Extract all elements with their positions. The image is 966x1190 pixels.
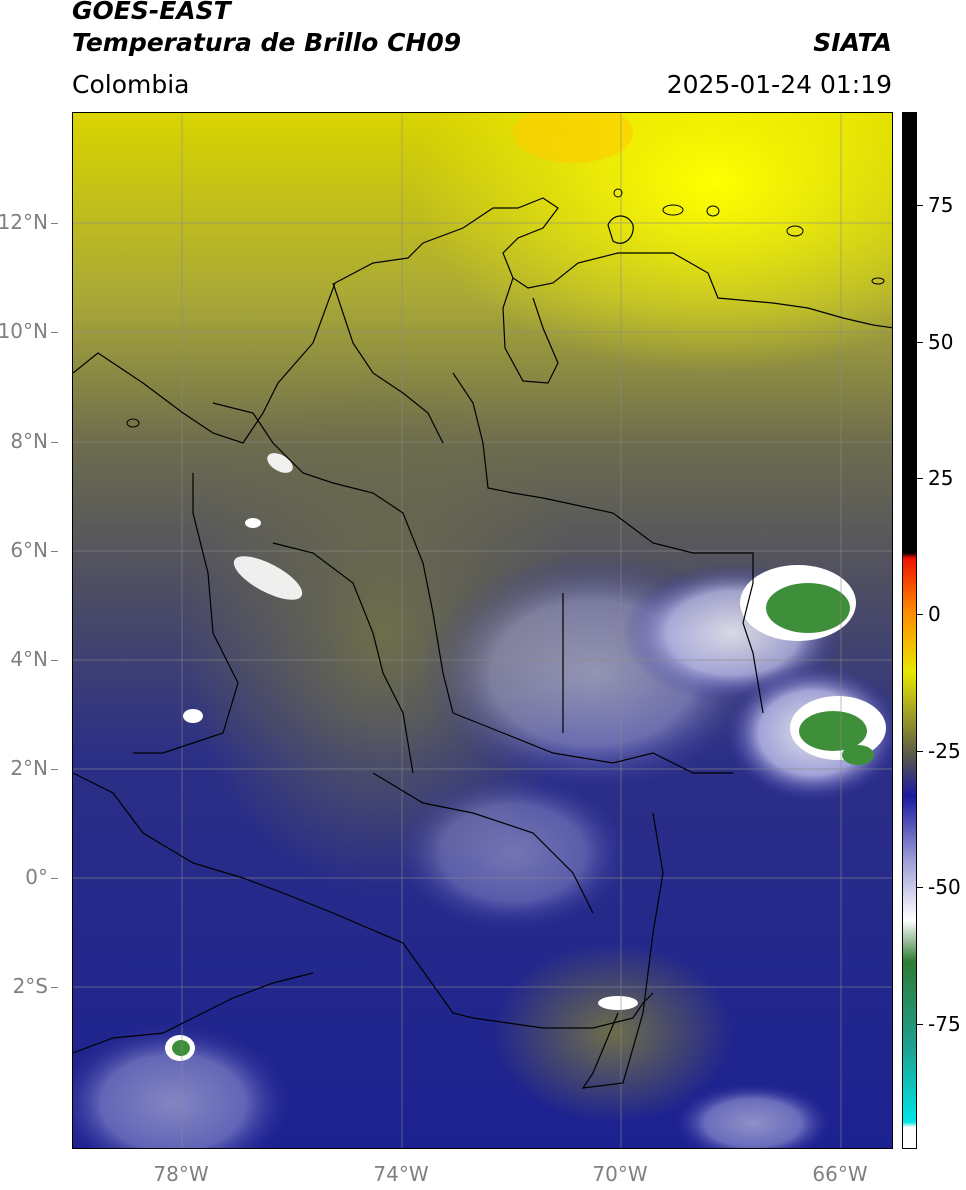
cloud-mass-south (393, 773, 633, 933)
brazil-border (581, 812, 664, 1089)
island (607, 215, 634, 244)
lake-maracaibo (502, 277, 559, 384)
datetime-label: 2025-01-24 01:19 (666, 70, 892, 99)
lon-label: 78°W (153, 1162, 209, 1186)
cloud-mass-southwest (73, 1023, 293, 1148)
colorbar (902, 112, 917, 1149)
convective-cell (267, 453, 293, 473)
lon-label: 70°W (592, 1162, 648, 1186)
lat-label: 0° (25, 865, 58, 889)
lon-label: 66°W (812, 1162, 868, 1186)
pacific-coast (133, 473, 239, 754)
lat-label: 6°N (10, 538, 58, 562)
caribbean-coast (73, 197, 892, 444)
convective-cell (233, 556, 303, 600)
lat-label: 12°N (0, 210, 58, 234)
warm-area-northeast (413, 113, 892, 373)
dept-border (452, 712, 733, 774)
borders (73, 197, 892, 1089)
lat-label: 2°N (10, 756, 58, 780)
brand-label: SIATA (813, 28, 892, 57)
colorbar-label: -25 (917, 739, 961, 763)
lat-label: 10°N (0, 319, 58, 343)
lon-label: 74°W (373, 1162, 429, 1186)
colorbar-label: -50 (917, 875, 961, 899)
colorbar-label: 50 (916, 330, 954, 354)
convective-cell (245, 518, 261, 528)
warm-patch (513, 113, 633, 163)
dept-border (272, 542, 414, 774)
storm-core (842, 745, 874, 765)
title-product: Temperatura de Brillo CH09 (72, 28, 462, 57)
cloud-mass-bottom (673, 1083, 833, 1148)
dept-border (212, 402, 454, 714)
map-canvas (73, 113, 892, 1148)
venezuela-border (452, 372, 764, 714)
colorbar-label: -75 (917, 1012, 961, 1036)
grid (73, 113, 892, 1148)
peru-border (73, 772, 654, 1029)
storm-core (799, 711, 867, 751)
amazon-warm-area (493, 943, 733, 1123)
convective-cell (183, 709, 203, 723)
lat-label: 4°N (10, 647, 58, 671)
lat-label: 8°N (10, 429, 58, 453)
ecuador-border (73, 972, 314, 1054)
islands (126, 188, 885, 428)
colorbar-label: 25 (916, 466, 954, 490)
region-label: Colombia (72, 70, 190, 99)
satellite-map[interactable] (72, 112, 893, 1149)
colorbar-label: 0 (917, 602, 941, 626)
colorbar-label: 75 (916, 193, 954, 217)
dept-border (332, 282, 444, 444)
dept-border (372, 772, 594, 914)
storm-core (172, 1040, 190, 1056)
storm-core (766, 583, 850, 633)
lat-label: 2°S (13, 974, 58, 998)
title-satellite: GOES-EAST (72, 0, 231, 25)
convective-cell (598, 996, 638, 1010)
